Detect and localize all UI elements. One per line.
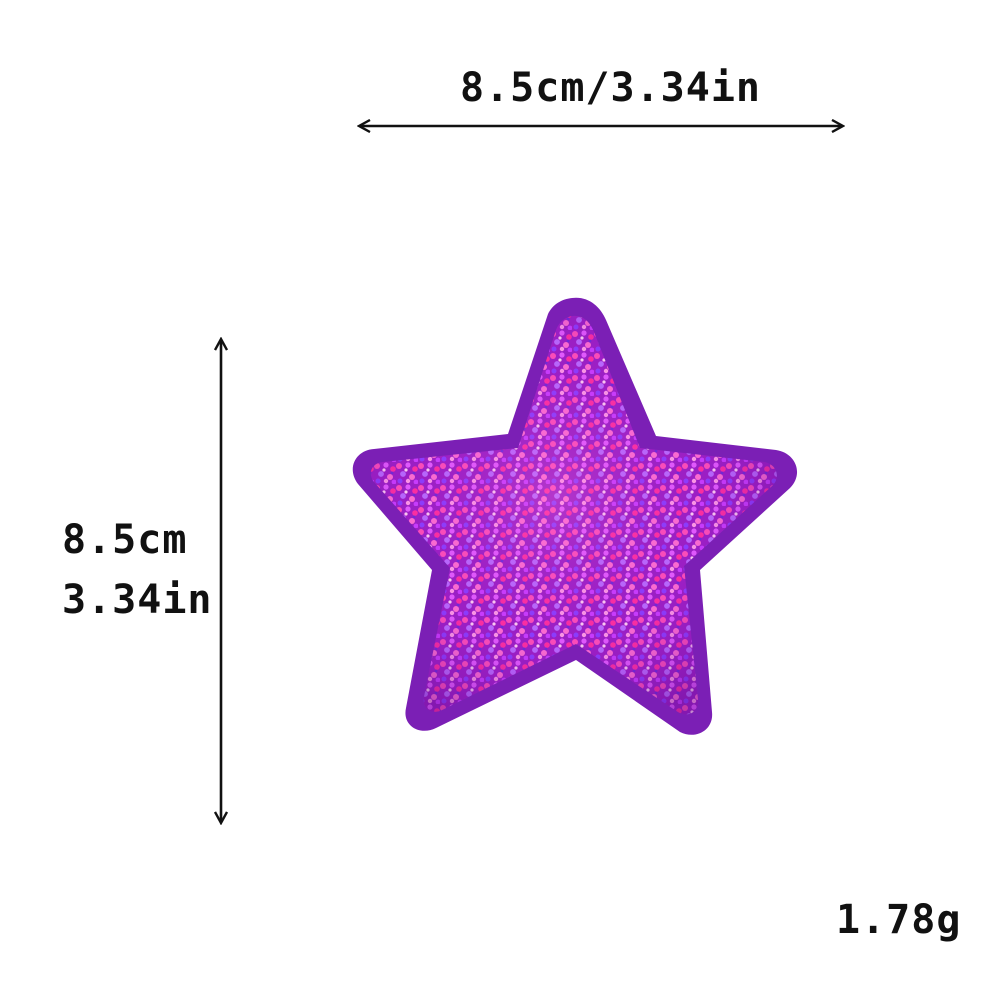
width-dimension-label: 8.5cm/3.34in (460, 65, 761, 111)
height-dimension-cm-label: 8.5cm (62, 517, 188, 563)
height-dimension-in-label: 3.34in (62, 577, 213, 623)
weight-label: 1.78g (836, 897, 962, 943)
star-sheen (370, 315, 777, 715)
glitter-star-patch-icon (352, 297, 798, 735)
